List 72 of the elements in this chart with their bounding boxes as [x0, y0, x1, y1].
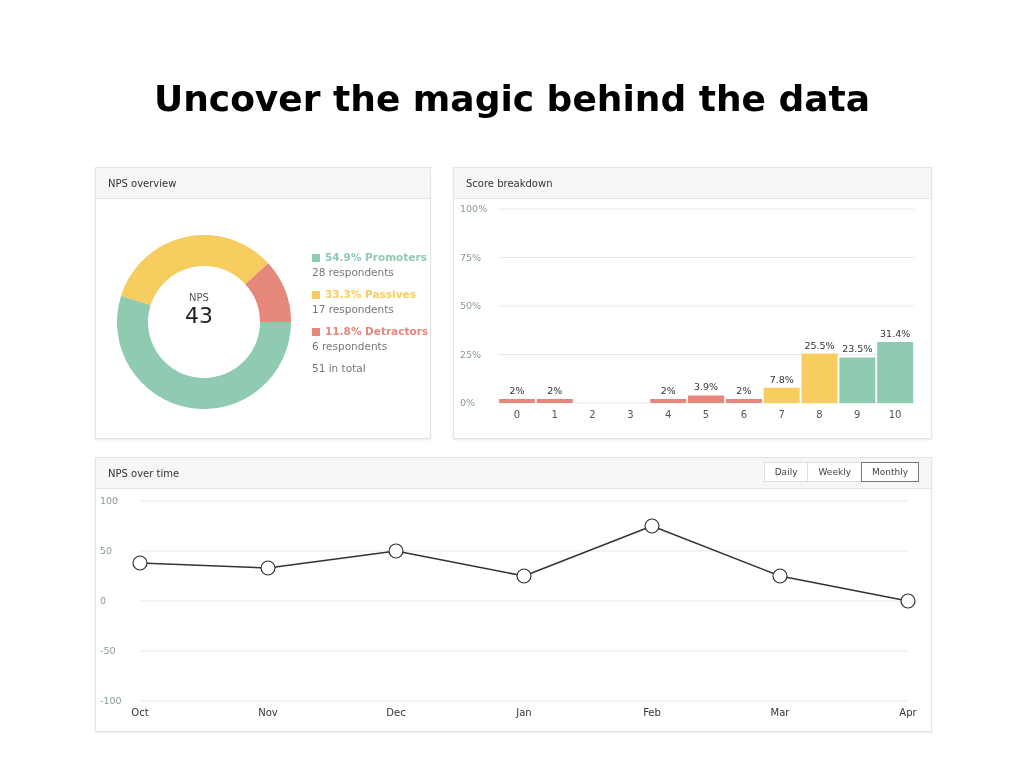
data-label: 2% [736, 385, 752, 397]
point [644, 518, 660, 534]
bar [499, 399, 535, 403]
text: 17 respondents [312, 302, 395, 317]
bar [839, 357, 876, 403]
bar [801, 353, 838, 403]
x-tick-label: 0 [513, 409, 521, 421]
text: Weekly [807, 462, 862, 482]
text: 51 in total [312, 361, 367, 376]
text: 6 respondents [312, 339, 389, 354]
data-label: 2% [660, 385, 676, 397]
point [772, 568, 788, 584]
x-tick-label: 6 [740, 409, 748, 421]
x-tick-label: 8 [816, 409, 823, 421]
donut-slice [121, 235, 269, 306]
data-label: 7.8% [769, 373, 794, 385]
x-tick-label: Oct [131, 707, 149, 719]
text: Monthly [860, 462, 919, 482]
x-tick-label: 10 [888, 409, 902, 421]
y-tick-label: -50 [100, 645, 116, 657]
data-label: 31.4% [880, 328, 911, 340]
point [388, 543, 404, 559]
y-tick-label: 100% [460, 203, 488, 215]
bar [725, 399, 762, 403]
bar [763, 387, 800, 403]
data-label: 25.5% [804, 339, 835, 351]
x-tick-label: 2 [589, 409, 596, 421]
text: Uncover the magic behind the data [152, 78, 872, 119]
text: Daily [763, 462, 809, 482]
x-tick-label: 9 [854, 409, 861, 421]
y-tick-label: 50 [100, 545, 113, 557]
data-label: 23.5% [842, 343, 873, 355]
point [260, 560, 276, 576]
point [516, 568, 532, 584]
x-tick-label: Apr [899, 707, 918, 719]
donut-slice [245, 263, 291, 322]
data-label: 2% [547, 385, 563, 397]
y-tick-label: 25% [460, 348, 482, 360]
donut-slice [117, 295, 291, 409]
y-tick-label: 0% [460, 397, 476, 409]
x-tick-label: 4 [664, 409, 672, 421]
y-tick-label: 50% [460, 300, 482, 312]
text: 43 [184, 303, 214, 328]
bar [650, 399, 687, 403]
legend-label: 33.3% Passives [325, 287, 416, 302]
legend-label: 54.9% Promoters [325, 250, 427, 265]
text: NPS [188, 292, 210, 303]
bar [688, 395, 725, 403]
chart-title: Score breakdown [454, 168, 931, 199]
data-label: 3.9% [694, 381, 719, 393]
bar [536, 399, 573, 403]
x-tick-label: Jan [515, 707, 532, 719]
point [132, 555, 148, 571]
y-tick-label: 100 [100, 495, 119, 507]
x-tick-label: Feb [643, 707, 661, 719]
x-tick-label: Mar [770, 707, 791, 719]
point [900, 593, 916, 609]
x-tick-label: 5 [702, 409, 710, 421]
y-tick-label: -100 [100, 695, 122, 707]
x-tick-label: Dec [386, 707, 406, 719]
x-tick-label: 7 [778, 409, 785, 421]
legend-label: 11.8% Detractors [325, 324, 429, 339]
x-tick-label: 1 [551, 409, 558, 421]
data-label: 2% [509, 385, 525, 397]
y-tick-label: 75% [460, 251, 482, 263]
text: 28 respondents [312, 265, 395, 280]
y-tick-label: 0 [100, 595, 107, 607]
bar [877, 342, 914, 403]
chart-subtitle: NPS overview [96, 168, 430, 199]
x-tick-label: Nov [258, 707, 278, 719]
chart-title: NPS over time [108, 467, 180, 479]
x-tick-label: 3 [627, 409, 634, 421]
